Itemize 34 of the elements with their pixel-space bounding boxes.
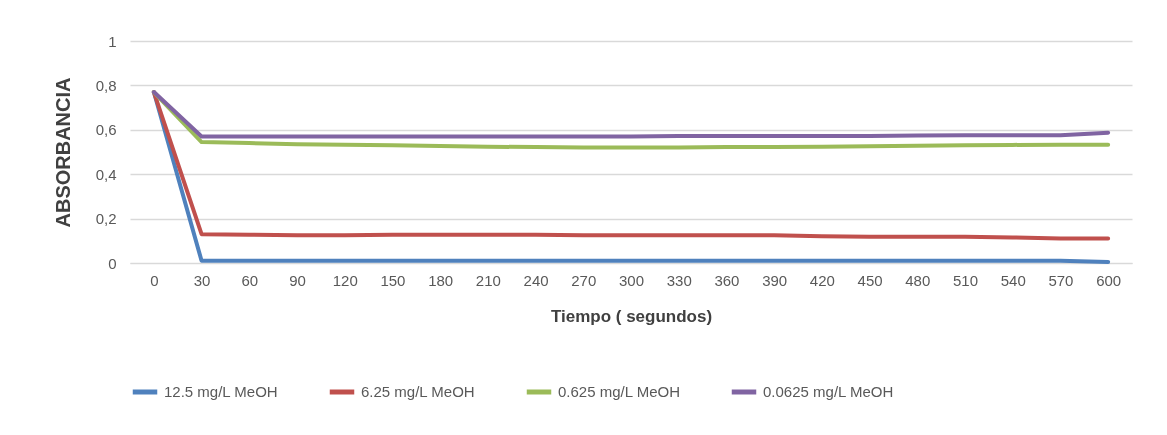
x-tick-label: 420: [809, 271, 835, 289]
x-tick-label: 570: [1048, 271, 1074, 289]
x-tick-label: 150: [380, 271, 406, 289]
line-series: [151, 90, 1111, 139]
x-tick-label: 330: [666, 271, 692, 289]
x-tick-label: 540: [1000, 271, 1026, 289]
x-tick-label: 270: [571, 271, 597, 289]
x-tick-label: 210: [475, 271, 501, 289]
y-tick-label: 0,4: [95, 165, 117, 183]
x-tick-label: 390: [762, 271, 788, 289]
legend-label: 12.5 mg/L MeOH: [164, 383, 278, 400]
x-tick-label: 180: [428, 271, 454, 289]
y-tick-label: 0,8: [95, 76, 117, 94]
legend-label: 0.625 mg/L MeOH: [558, 383, 680, 400]
legend-label: 0.0625 mg/L MeOH: [763, 383, 894, 400]
x-tick-label: 450: [857, 271, 883, 289]
x-axis-title: Tiempo ( segundos): [550, 306, 713, 326]
x-tick-label: 60: [241, 271, 259, 289]
y-tick-label: 0,6: [95, 121, 117, 139]
x-tick-label: 600: [1096, 271, 1122, 289]
x-tick-label: 480: [905, 271, 931, 289]
x-tick-label: 300: [618, 271, 645, 289]
x-tick-label: 240: [523, 271, 549, 289]
x-tick-label: 0: [150, 271, 159, 289]
x-tick-label: 30: [193, 271, 211, 289]
x-tick-label: 120: [332, 271, 358, 289]
y-axis-title: ABSORBANCIA: [51, 77, 74, 228]
x-tick-label: 510: [952, 271, 979, 289]
y-tick-label: 0: [108, 254, 117, 272]
x-tick-label: 90: [289, 271, 306, 289]
y-tick-label: 0,2: [95, 210, 117, 228]
y-tick-label: 1: [108, 32, 117, 50]
x-tick-label: 360: [714, 271, 740, 289]
legend-label: 6.25 mg/L MeOH: [361, 383, 475, 400]
